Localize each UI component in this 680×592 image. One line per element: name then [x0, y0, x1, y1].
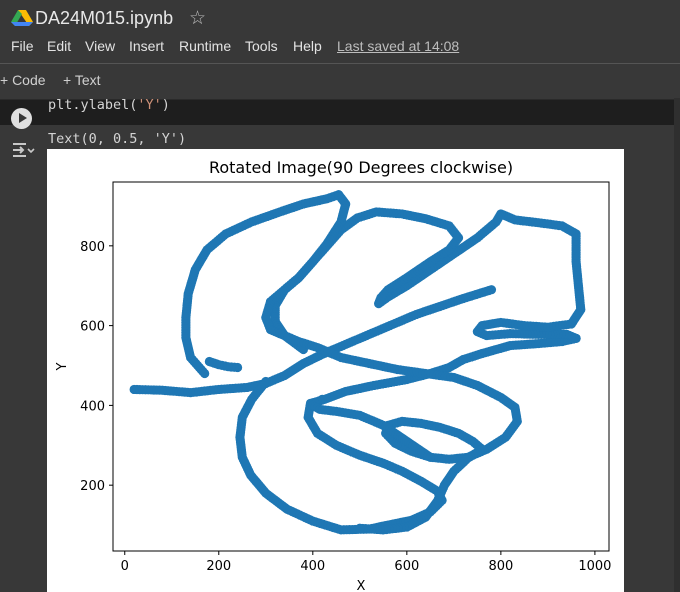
- scrollbar-track[interactable]: [674, 98, 680, 592]
- add-code-button[interactable]: + Code: [0, 72, 46, 88]
- x-tick-label: 400: [300, 559, 325, 574]
- title-bar: DA24M015.ipynb ☆: [0, 0, 680, 36]
- toolbar-divider: [0, 63, 680, 64]
- add-text-button[interactable]: + Text: [63, 72, 101, 88]
- x-tick-label: 600: [394, 559, 419, 574]
- plot-frame: [112, 181, 610, 552]
- x-axis-label: X: [357, 579, 366, 592]
- star-icon[interactable]: ☆: [189, 8, 207, 29]
- x-tick-label: 0: [121, 559, 129, 574]
- menu-bar: File Edit View Insert Runtime Tools Help…: [0, 36, 680, 60]
- data-point: [204, 356, 214, 367]
- y-axis-label: Y: [55, 362, 70, 371]
- code-cell[interactable]: plt.ylabel('Y'): [0, 97, 680, 125]
- cell-output-text: Text(0, 0.5, 'Y'): [48, 131, 187, 147]
- code-line[interactable]: plt.ylabel('Y'): [48, 97, 170, 113]
- y-tick-label: 800: [80, 240, 105, 255]
- menu-help[interactable]: Help: [293, 38, 322, 54]
- notebook-title[interactable]: DA24M015.ipynb: [35, 8, 174, 28]
- last-saved-link[interactable]: Last saved at 14:08: [337, 38, 460, 54]
- y-tick-label: 400: [80, 399, 105, 414]
- menu-runtime[interactable]: Runtime: [179, 38, 232, 54]
- x-tick-label: 1000: [578, 559, 611, 574]
- menu-insert[interactable]: Insert: [129, 38, 165, 54]
- code-suffix: ): [161, 97, 170, 113]
- colab-drive-logo[interactable]: [11, 9, 33, 27]
- chart-title: Rotated Image(90 Degrees clockwise): [209, 158, 513, 177]
- x-tick-label: 800: [488, 559, 513, 574]
- data-point: [425, 452, 435, 462]
- x-tick-label: 200: [206, 559, 231, 574]
- menu-tools[interactable]: Tools: [245, 38, 278, 54]
- code-string: 'Y': [137, 97, 162, 113]
- y-tick-label: 600: [80, 320, 105, 335]
- output-menu-icon[interactable]: [11, 140, 35, 160]
- scatter-chart: Rotated Image(90 Degrees clockwise) 0 200 4…: [55, 158, 611, 592]
- code-prefix: plt.ylabel(: [48, 97, 138, 113]
- data-point: [355, 523, 365, 533]
- data-point: [486, 285, 497, 295]
- menu-file[interactable]: File: [11, 38, 34, 54]
- y-tick-label: 200: [80, 479, 105, 494]
- menu-view[interactable]: View: [85, 38, 116, 54]
- output-figure: Rotated Image(90 Degrees clockwise) 0 200 4…: [47, 149, 624, 592]
- menu-edit[interactable]: Edit: [47, 38, 72, 54]
- run-cell-button[interactable]: [11, 108, 32, 129]
